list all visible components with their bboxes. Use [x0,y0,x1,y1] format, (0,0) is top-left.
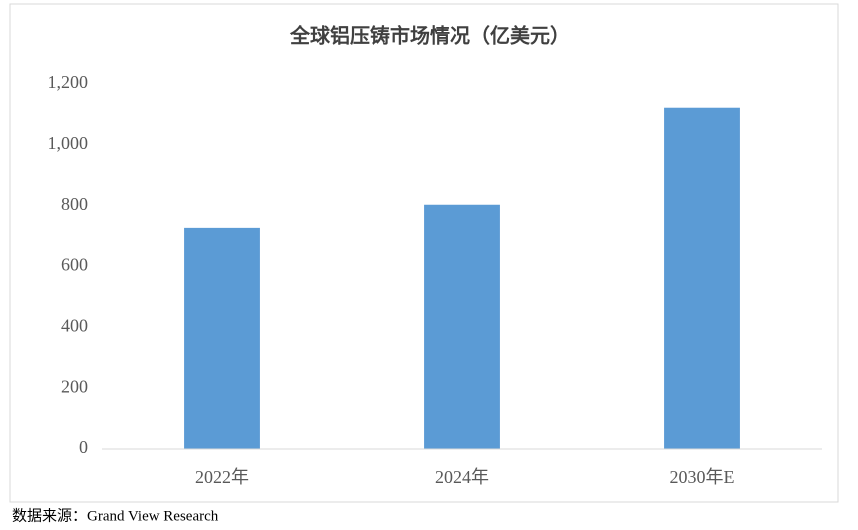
y-tick-label: 800 [61,194,88,214]
y-tick-label: 200 [61,376,88,396]
bar [424,204,500,449]
y-tick-label: 1,000 [48,133,89,153]
x-tick-label: 2022年 [195,467,249,487]
bar [184,227,260,449]
y-tick-label: 1,200 [48,72,89,92]
bar [664,107,740,449]
chart-title: 全球铝压铸市场情况（亿美元） [289,24,570,48]
y-tick-label: 600 [61,255,88,275]
x-tick-label: 2024年 [435,467,489,487]
x-tick-label: 2030年E [670,467,735,487]
y-tick-label: 400 [61,315,88,335]
y-tick-label: 0 [79,437,88,457]
source-note: 数据来源：Grand View Research [12,507,219,524]
